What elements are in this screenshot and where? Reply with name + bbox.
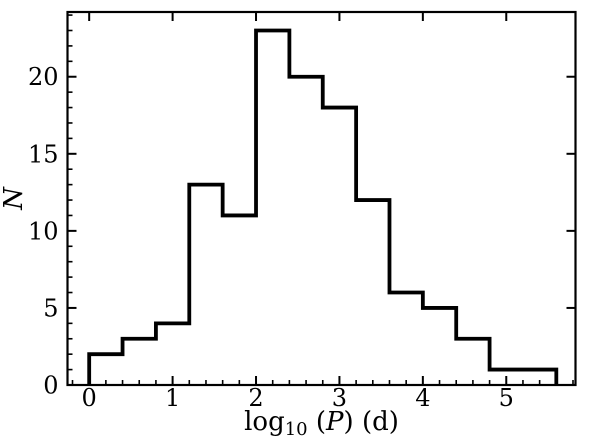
y-tick-label: 5 — [43, 294, 58, 322]
y-tick-labels: 0 5 10 15 20 — [28, 63, 59, 399]
y-axis-label: N — [0, 186, 29, 211]
x-tick-label: 3 — [332, 384, 347, 412]
histogram-series — [87, 28, 559, 385]
y-tick-label: 0 — [43, 372, 58, 400]
y-tick-label: 20 — [28, 63, 59, 91]
x-tick-label: 1 — [165, 384, 180, 412]
histogram-step-line — [87, 28, 559, 385]
x-axis-label: log10 (P) (d) — [244, 407, 399, 440]
x-tick-label: 5 — [499, 384, 514, 412]
y-tick-label: 10 — [28, 217, 59, 245]
y-tick-label: 15 — [28, 140, 59, 168]
axes-frame — [66, 10, 577, 387]
x-tick-label: 2 — [248, 384, 263, 412]
x-tick-label: 0 — [82, 384, 97, 412]
x-tick-label: 4 — [415, 384, 430, 412]
x-tick-labels: 0 1 2 3 4 5 — [82, 384, 514, 412]
